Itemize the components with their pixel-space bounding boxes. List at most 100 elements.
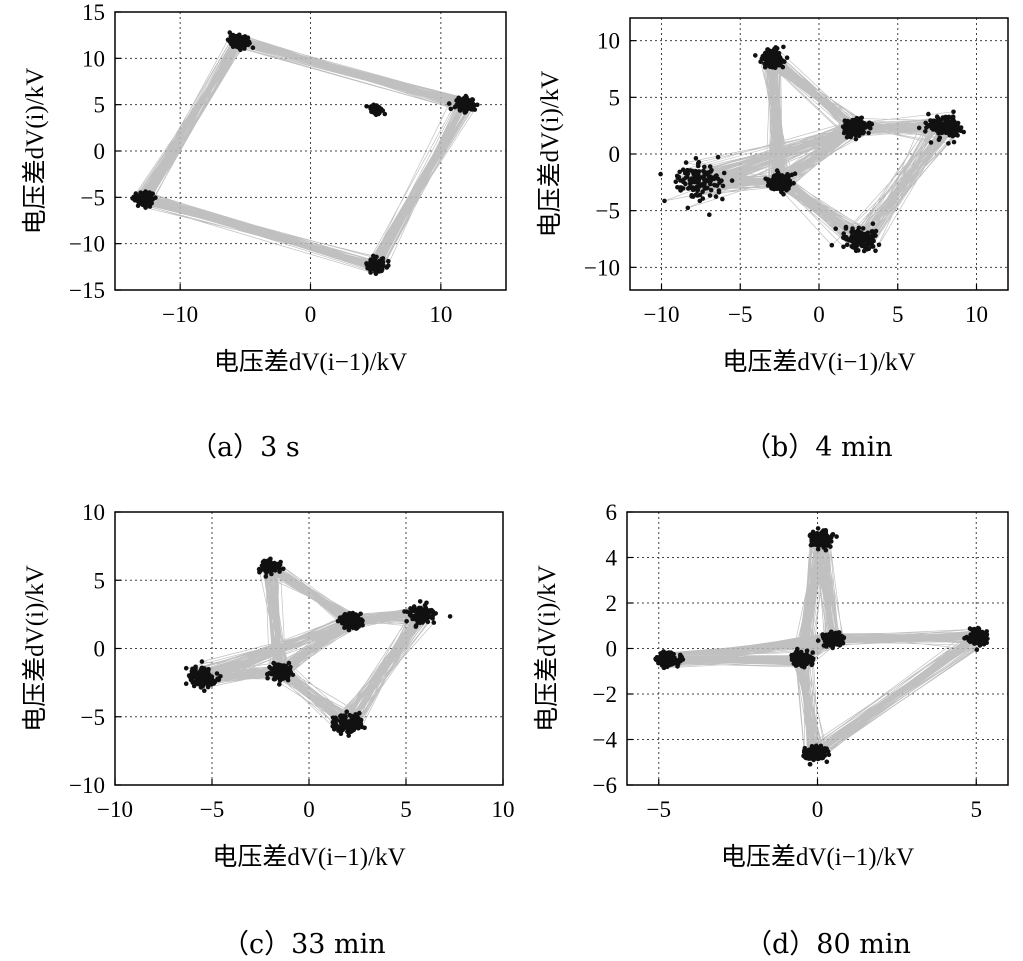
data-point xyxy=(775,51,781,57)
data-point xyxy=(346,627,352,633)
x-tick-label: 0 xyxy=(813,302,825,327)
data-point xyxy=(136,194,141,200)
data-point xyxy=(935,121,941,127)
data-point xyxy=(856,225,862,231)
data-point xyxy=(788,182,793,187)
data-point xyxy=(687,177,693,183)
x-tick-label: −10 xyxy=(644,302,680,327)
data-point xyxy=(943,114,949,120)
trace-lines-b xyxy=(664,46,962,252)
data-point xyxy=(695,161,701,166)
trace-lines-d xyxy=(655,530,989,761)
data-point xyxy=(654,655,660,660)
data-point xyxy=(816,753,821,758)
data-point xyxy=(789,657,795,663)
data-point xyxy=(839,635,844,640)
data-point xyxy=(720,183,726,189)
data-point xyxy=(678,178,683,183)
data-point xyxy=(849,124,855,129)
data-point xyxy=(234,34,239,40)
data-point xyxy=(792,171,798,176)
data-point xyxy=(695,188,700,194)
data-point xyxy=(753,53,758,58)
data-point xyxy=(928,140,934,145)
data-point xyxy=(673,660,679,665)
data-point xyxy=(873,228,879,234)
y-tick-label: −10 xyxy=(584,255,620,280)
data-point xyxy=(821,543,826,548)
data-point xyxy=(690,187,696,193)
data-point xyxy=(278,559,283,565)
data-point xyxy=(781,174,786,180)
data-point xyxy=(854,124,860,130)
data-point xyxy=(939,117,944,123)
trajectory-line xyxy=(133,34,476,275)
y-tick-label: 0 xyxy=(94,139,106,164)
data-point xyxy=(784,55,790,60)
subplot-d: −5 0 5 −6 −4 −2 0 2 4 6 电压差dV(i−1)/kV 电压差dV(i)/kV （… xyxy=(512,478,1023,960)
data-point xyxy=(685,205,691,211)
data-point xyxy=(343,612,348,617)
data-point xyxy=(934,114,940,119)
data-point xyxy=(662,198,667,204)
data-point xyxy=(802,748,807,753)
data-point xyxy=(413,616,419,622)
data-point xyxy=(707,193,713,198)
y-tick-label: −6 xyxy=(593,773,617,798)
data-point xyxy=(865,230,871,236)
data-point xyxy=(290,672,296,678)
data-point xyxy=(337,615,343,620)
data-point xyxy=(868,125,873,131)
data-point xyxy=(774,180,780,186)
trace-lines-a xyxy=(133,34,476,275)
data-point xyxy=(835,638,840,644)
data-point xyxy=(206,681,211,687)
data-point xyxy=(263,574,269,579)
data-point xyxy=(774,176,779,181)
data-point xyxy=(218,674,223,679)
data-point xyxy=(402,609,407,614)
data-point xyxy=(342,625,347,630)
data-point xyxy=(270,562,275,567)
data-point xyxy=(854,115,860,121)
data-point xyxy=(421,617,426,622)
data-point xyxy=(923,129,928,134)
data-points-b xyxy=(658,44,966,254)
subplot-c: −10 −5 0 5 10 −10 −5 0 5 10 电压差dV(i−1)/kV 电压差dV(i)/… xyxy=(0,478,515,960)
y-tick-label: 5 xyxy=(94,568,106,593)
data-point xyxy=(815,526,821,531)
data-point xyxy=(815,541,821,546)
data-point xyxy=(941,124,946,130)
data-point xyxy=(386,263,391,268)
data-point xyxy=(853,121,858,126)
data-point xyxy=(711,175,716,180)
data-point xyxy=(250,45,256,50)
data-point xyxy=(412,608,417,613)
data-point xyxy=(713,194,719,199)
data-point xyxy=(720,196,725,202)
x-tick-label: −10 xyxy=(162,302,198,327)
data-point xyxy=(970,635,976,641)
data-point xyxy=(714,183,720,188)
y-tick-label: −2 xyxy=(593,682,617,707)
x-axis-label: 电压差dV(i−1)/kV xyxy=(722,348,915,376)
data-point xyxy=(276,667,281,673)
caption-d: （d）80 min xyxy=(745,929,911,960)
ticks-a: −10 0 10 −15 −10 −5 0 5 10 15 xyxy=(69,0,452,327)
data-point xyxy=(810,650,815,655)
y-tick-label: −5 xyxy=(81,185,105,210)
data-point xyxy=(191,683,197,689)
y-tick-label: 6 xyxy=(606,500,618,525)
data-point xyxy=(853,231,858,236)
trajectory-line xyxy=(186,560,437,732)
data-point xyxy=(356,723,362,729)
data-point xyxy=(770,186,775,191)
data-point xyxy=(946,131,952,136)
data-point xyxy=(981,641,987,647)
data-point xyxy=(688,168,693,173)
data-point xyxy=(851,236,856,241)
y-tick-label: 15 xyxy=(82,0,105,25)
data-point xyxy=(192,679,197,685)
data-point xyxy=(815,546,821,552)
data-point xyxy=(937,127,943,132)
